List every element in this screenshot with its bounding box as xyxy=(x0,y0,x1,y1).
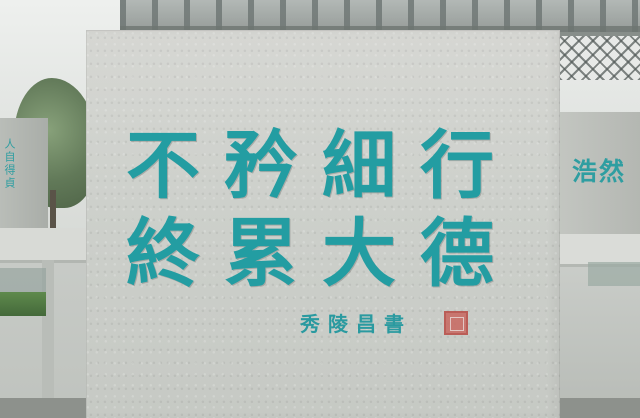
inscription-line-2: 終累大德 xyxy=(126,211,518,297)
lattice-screen xyxy=(560,36,640,80)
calligrapher-signature: 秀陵昌書 xyxy=(300,312,412,336)
right-stone-panel xyxy=(558,112,640,234)
left-railing-top xyxy=(0,228,90,263)
inscription-line-1: 不矜細行 xyxy=(126,123,518,209)
right-panel-inscription: 浩然 xyxy=(572,157,627,186)
seal-stamp xyxy=(444,311,468,335)
pond-water-left xyxy=(0,268,46,292)
pond-water-right xyxy=(588,262,640,286)
left-stone-panel xyxy=(0,118,48,230)
stone-stele xyxy=(86,30,560,418)
grass-patch xyxy=(0,292,46,316)
left-panel-inscription: 人自得貞 xyxy=(3,138,16,190)
tree-trunk xyxy=(50,190,56,230)
